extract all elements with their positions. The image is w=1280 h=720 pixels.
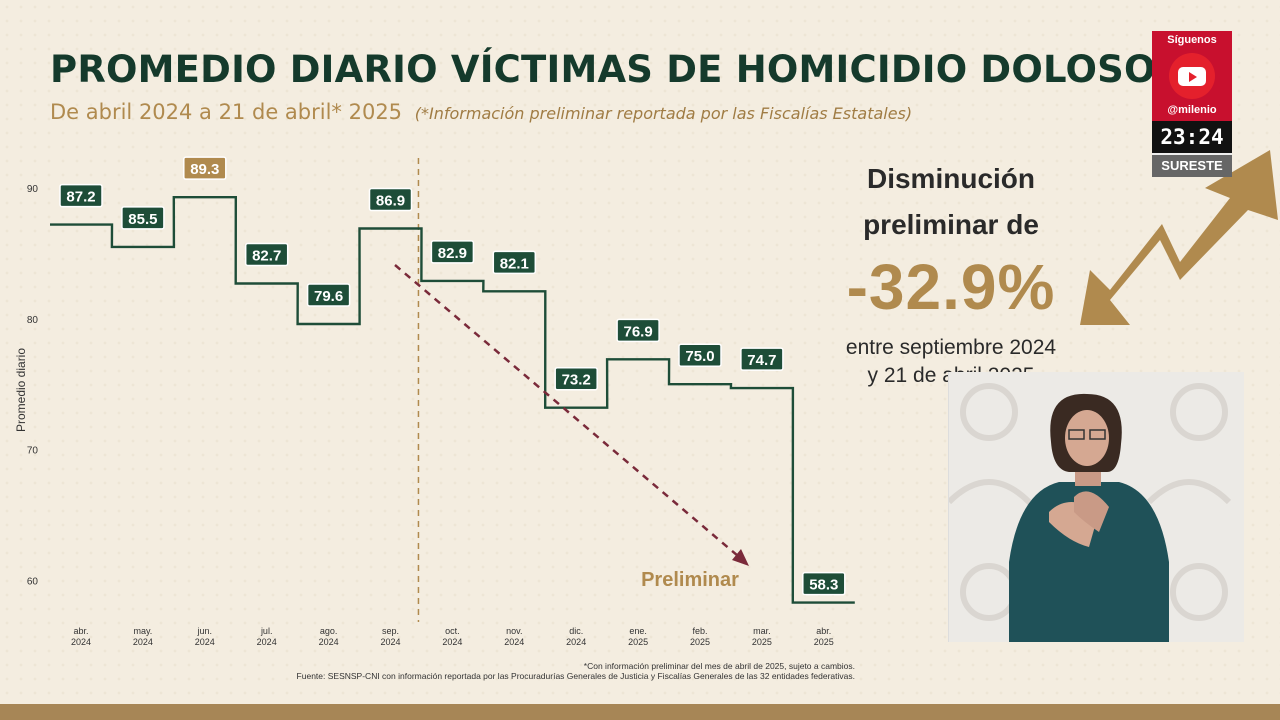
x-tick-month: abr.	[816, 626, 831, 636]
callout-line1: Disminución	[866, 163, 1035, 194]
value-label-box	[368, 187, 413, 212]
value-label-box	[430, 240, 475, 264]
value-label-box	[306, 283, 351, 307]
x-tick-month: ene.	[629, 626, 647, 636]
x-tick-month: dic.	[569, 626, 583, 636]
y-tick-label: 90	[27, 184, 39, 195]
page-title: PROMEDIO DIARIO VÍCTIMAS DE HOMICIDIO DO…	[50, 48, 1156, 91]
x-tick-month: ago.	[320, 626, 338, 636]
value-label-box	[121, 206, 165, 230]
x-tick-year: 2025	[690, 637, 710, 647]
trend-arrow-head	[732, 549, 749, 566]
x-tick-year: 2024	[319, 637, 339, 647]
value-label: 73.2	[562, 372, 591, 389]
x-tick-year: 2025	[814, 637, 834, 647]
follow-label: Síguenos	[1167, 34, 1217, 46]
value-label-box	[740, 347, 784, 371]
milenio-badge: Síguenos @milenio 23:24 SURESTE	[1152, 31, 1232, 178]
down-arrow-icon	[1080, 150, 1278, 325]
value-label: 74.7	[747, 352, 776, 369]
value-label-box	[678, 343, 722, 367]
footer-source: Fuente: SESNSP-CNI con información repor…	[296, 671, 855, 681]
step-series-line	[50, 196, 855, 604]
sign-language-interpreter	[948, 372, 1244, 642]
value-label-box	[183, 156, 227, 180]
x-tick-month: nov.	[506, 626, 522, 636]
youtube-follow[interactable]: Síguenos @milenio	[1152, 31, 1232, 121]
value-label: 79.6	[314, 288, 343, 305]
clock: 23:24	[1152, 121, 1232, 153]
value-label-box	[59, 183, 103, 208]
x-tick-year: 2024	[257, 637, 277, 647]
value-label: 82.7	[252, 247, 281, 264]
value-label: 85.5	[128, 211, 157, 228]
bottom-bar	[0, 704, 1280, 720]
value-label-box	[616, 318, 660, 343]
y-tick-label: 80	[27, 315, 39, 326]
youtube-icon	[1169, 53, 1215, 99]
subtitle-note: (*Información preliminar reportada por l…	[414, 104, 913, 123]
x-tick-year: 2024	[195, 637, 215, 647]
trend-label: Preliminar	[641, 569, 739, 591]
region-label: SURESTE	[1152, 153, 1232, 177]
value-label: 82.9	[438, 245, 467, 262]
x-tick-month: mar.	[753, 626, 771, 636]
channel-handle: @milenio	[1167, 104, 1217, 116]
x-tick-year: 2024	[71, 637, 91, 647]
footer-note: *Con información preliminar del mes de a…	[583, 661, 855, 671]
y-axis-label: Promedio diario	[14, 348, 28, 432]
x-tick-month: jun.	[197, 626, 213, 636]
x-tick-month: feb.	[692, 626, 707, 636]
value-label: 86.9	[376, 193, 405, 210]
value-label: 76.9	[623, 323, 652, 340]
value-label: 82.1	[500, 255, 529, 272]
y-tick-label: 70	[27, 446, 39, 457]
x-tick-year: 2024	[504, 637, 524, 647]
callout-period-line1: entre septiembre 2024	[845, 336, 1057, 359]
x-tick-month: abr.	[73, 626, 88, 636]
x-tick-year: 2025	[752, 637, 772, 647]
callout-line2: preliminar de	[863, 209, 1039, 240]
value-label: 58.3	[809, 577, 838, 594]
x-tick-month: jul.	[260, 626, 273, 636]
x-tick-month: sep.	[382, 626, 399, 636]
value-label-box	[802, 571, 846, 596]
trend-arrow-line	[394, 264, 739, 557]
value-label-box	[492, 250, 537, 275]
callout-percent: -32.9%	[846, 251, 1056, 323]
value-label-box	[554, 366, 598, 391]
x-tick-year: 2024	[442, 637, 462, 647]
y-tick-label: 60	[27, 576, 39, 587]
value-label: 87.2	[66, 189, 95, 206]
x-tick-month: oct.	[445, 626, 460, 636]
x-tick-year: 2024	[566, 637, 586, 647]
x-tick-year: 2024	[133, 637, 153, 647]
x-tick-month: may.	[133, 626, 152, 636]
x-tick-year: 2024	[380, 637, 400, 647]
value-label: 75.0	[685, 348, 714, 365]
subtitle: De abril 2024 a 21 de abril* 2025 (*Info…	[50, 100, 912, 124]
subtitle-range: De abril 2024 a 21 de abril* 2025	[50, 100, 403, 124]
x-tick-year: 2025	[628, 637, 648, 647]
value-label-box	[244, 242, 289, 267]
value-label: 89.3	[190, 161, 219, 178]
